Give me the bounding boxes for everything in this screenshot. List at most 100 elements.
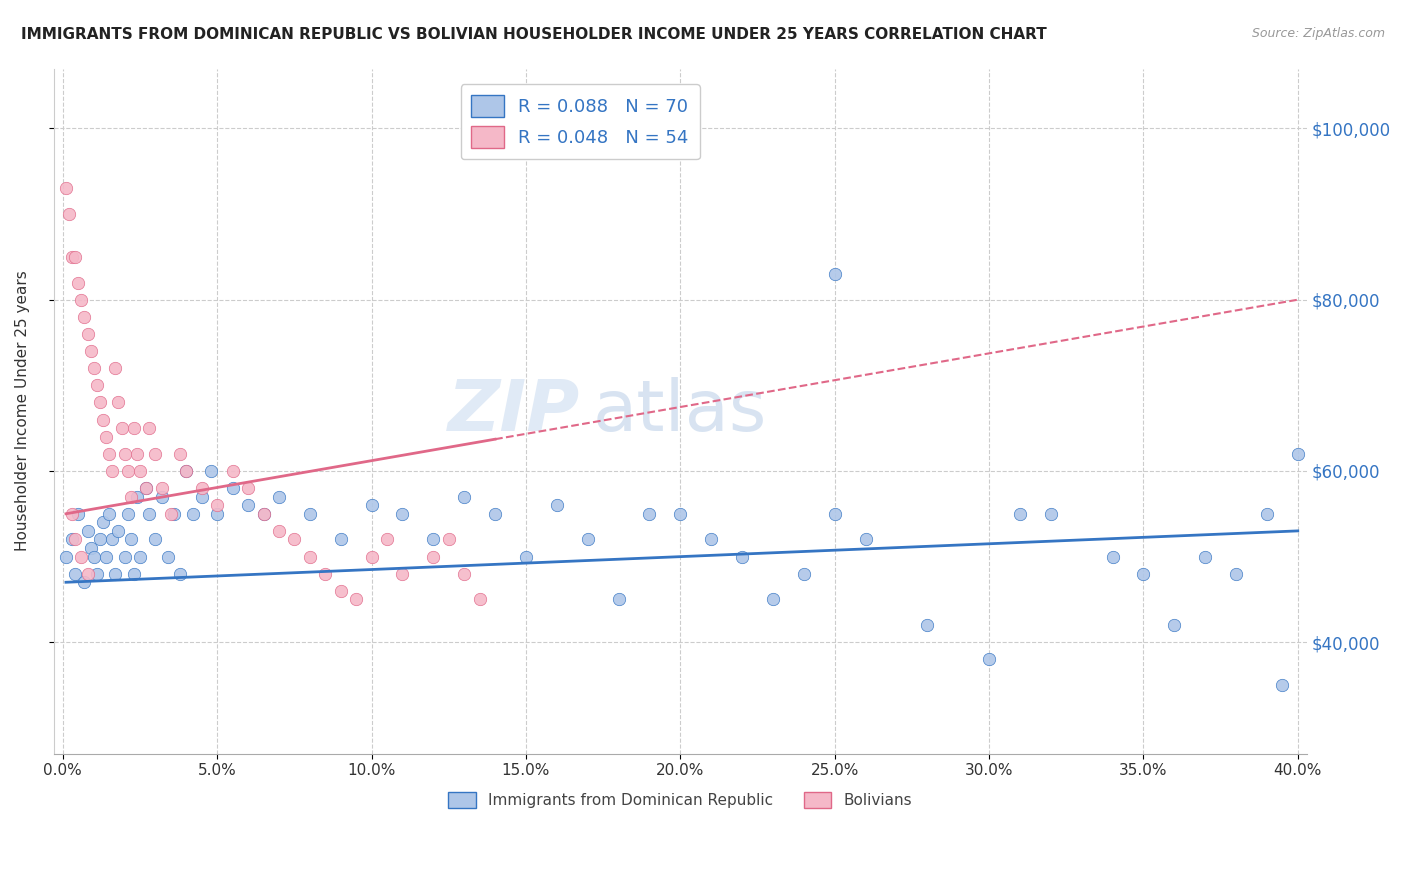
Point [422,549,444,564]
Point [191,490,214,504]
Point [117,507,139,521]
Point [252,507,274,521]
Point [283,533,305,547]
Point [1039,507,1062,521]
Point [76,524,98,538]
Point [76,326,98,341]
Point [221,464,243,478]
Point [79,344,101,359]
Point [1163,618,1185,632]
Point [65,250,87,264]
Point [60,507,83,521]
Point [221,481,243,495]
Point [58,207,80,221]
Point [107,395,129,409]
Point [207,498,229,512]
Point [114,447,136,461]
Point [607,592,630,607]
Point [1101,549,1123,564]
Text: Source: ZipAtlas.com: Source: ZipAtlas.com [1251,27,1385,40]
Point [1286,447,1309,461]
Point [89,533,111,547]
Point [122,566,145,581]
Point [1256,507,1278,521]
Point [236,481,259,495]
Point [191,481,214,495]
Point [60,533,83,547]
Point [1225,566,1247,581]
Point [638,507,661,521]
Point [120,533,142,547]
Point [150,481,173,495]
Point [60,250,83,264]
Point [91,516,114,530]
Point [125,447,148,461]
Point [55,181,77,195]
Point [1132,566,1154,581]
Point [107,524,129,538]
Point [160,507,183,521]
Point [298,549,321,564]
Point [70,293,93,307]
Point [86,566,108,581]
Point [422,533,444,547]
Point [65,533,87,547]
Point [453,566,475,581]
Point [375,533,398,547]
Point [89,395,111,409]
Point [163,507,186,521]
Point [138,507,160,521]
Point [104,566,127,581]
Legend: Immigrants from Dominican Republic, Bolivians: Immigrants from Dominican Republic, Boli… [443,786,918,814]
Point [156,549,179,564]
Point [360,549,382,564]
Point [314,566,336,581]
Point [515,549,537,564]
Point [329,583,352,598]
Point [122,421,145,435]
Text: ZIP: ZIP [447,376,581,445]
Point [98,507,121,521]
Point [73,575,96,590]
Point [138,421,160,435]
Text: atlas: atlas [592,376,766,445]
Point [468,592,491,607]
Point [120,490,142,504]
Point [1271,678,1294,692]
Point [267,490,290,504]
Point [169,447,191,461]
Point [169,566,191,581]
Point [86,378,108,392]
Point [484,507,506,521]
Point [181,507,204,521]
Point [110,421,132,435]
Point [344,592,367,607]
Point [135,481,157,495]
Point [114,549,136,564]
Point [129,549,152,564]
Point [67,276,90,290]
Point [298,507,321,521]
Point [83,361,105,376]
Point [855,533,877,547]
Point [824,507,846,521]
Point [437,533,460,547]
Point [236,498,259,512]
Point [546,498,568,512]
Point [98,447,121,461]
Point [391,507,413,521]
Point [252,507,274,521]
Point [669,507,692,521]
Point [1194,549,1216,564]
Point [700,533,723,547]
Point [94,549,117,564]
Point [267,524,290,538]
Point [917,618,939,632]
Point [731,549,754,564]
Point [150,490,173,504]
Point [824,267,846,281]
Point [67,507,90,521]
Point [793,566,815,581]
Point [360,498,382,512]
Point [94,430,117,444]
